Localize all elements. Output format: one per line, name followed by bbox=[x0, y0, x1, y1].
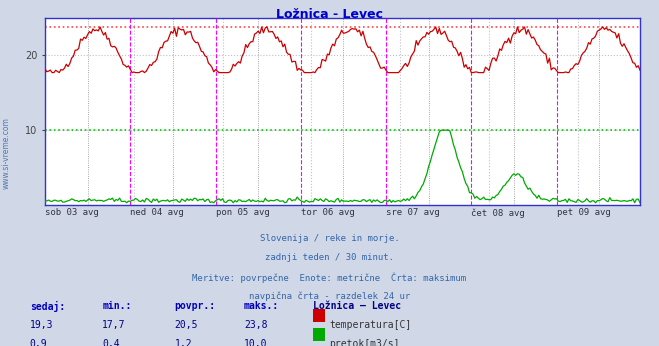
Text: sob 03 avg: sob 03 avg bbox=[45, 208, 99, 217]
Text: 1,2: 1,2 bbox=[175, 339, 192, 346]
Text: čet 08 avg: čet 08 avg bbox=[471, 208, 525, 218]
Text: 0,4: 0,4 bbox=[102, 339, 120, 346]
Text: pet 09 avg: pet 09 avg bbox=[556, 208, 610, 217]
Text: www.si-vreme.com: www.si-vreme.com bbox=[1, 117, 11, 189]
Text: min.:: min.: bbox=[102, 301, 132, 311]
Text: sedaj:: sedaj: bbox=[30, 301, 65, 312]
Text: temperatura[C]: temperatura[C] bbox=[330, 320, 412, 330]
Text: pon 05 avg: pon 05 avg bbox=[215, 208, 270, 217]
Text: navpična črta - razdelek 24 ur: navpična črta - razdelek 24 ur bbox=[249, 291, 410, 301]
Text: pretok[m3/s]: pretok[m3/s] bbox=[330, 339, 400, 346]
Text: tor 06 avg: tor 06 avg bbox=[301, 208, 355, 217]
Text: Meritve: povrpečne  Enote: metrične  Črta: maksimum: Meritve: povrpečne Enote: metrične Črta:… bbox=[192, 272, 467, 283]
Text: Slovenija / reke in morje.: Slovenija / reke in morje. bbox=[260, 234, 399, 243]
Text: zadnji teden / 30 minut.: zadnji teden / 30 minut. bbox=[265, 253, 394, 262]
Text: Ložnica - Levec: Ložnica - Levec bbox=[276, 8, 383, 21]
Text: Ložnica – Levec: Ložnica – Levec bbox=[313, 301, 401, 311]
Text: 0,9: 0,9 bbox=[30, 339, 47, 346]
Text: povpr.:: povpr.: bbox=[175, 301, 215, 311]
Text: 20,5: 20,5 bbox=[175, 320, 198, 330]
Text: 19,3: 19,3 bbox=[30, 320, 53, 330]
Text: maks.:: maks.: bbox=[244, 301, 279, 311]
Text: 23,8: 23,8 bbox=[244, 320, 268, 330]
Text: ned 04 avg: ned 04 avg bbox=[130, 208, 184, 217]
Text: 10,0: 10,0 bbox=[244, 339, 268, 346]
Text: 17,7: 17,7 bbox=[102, 320, 126, 330]
Text: sre 07 avg: sre 07 avg bbox=[386, 208, 440, 217]
